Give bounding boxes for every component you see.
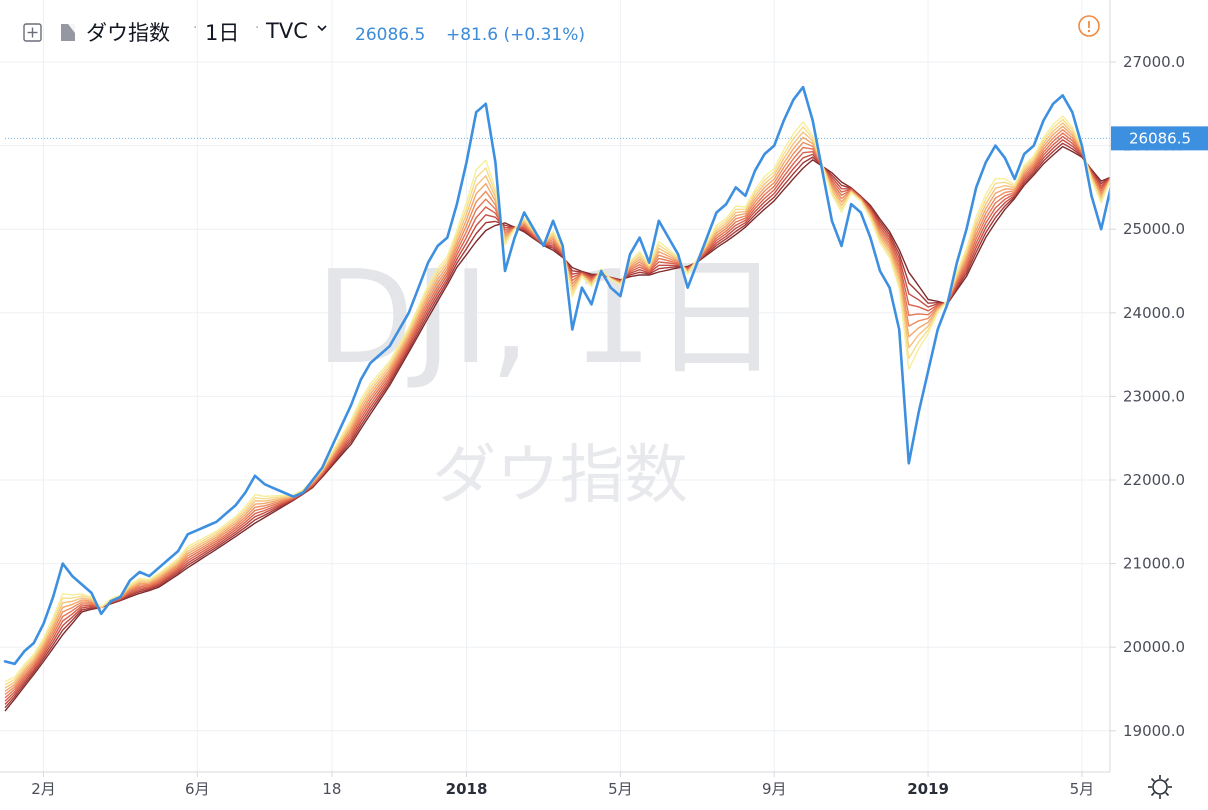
y-tick-label: 22000.0 — [1123, 471, 1185, 489]
ribbon-line-1 — [4, 118, 1131, 686]
header-separator: · — [193, 20, 197, 36]
y-tick-label: 21000.0 — [1123, 555, 1185, 573]
y-tick-label: 24000.0 — [1123, 304, 1185, 322]
grid-layer — [0, 0, 1110, 772]
plus-square-icon[interactable] — [23, 23, 42, 42]
alert-circle-icon[interactable] — [1078, 15, 1100, 37]
exchange-label[interactable]: TVC — [265, 19, 308, 43]
price-line — [3, 85, 1132, 666]
ema-ribbon — [4, 115, 1131, 712]
symbol-name[interactable]: ダウ指数 — [86, 21, 170, 45]
x-tick-label: 5月 — [1070, 780, 1095, 798]
x-tick-label: 5月 — [608, 780, 633, 798]
time-axis[interactable]: 2月 6月 18 2018 5月 9月 2019 5月 — [31, 772, 1094, 798]
price-axis[interactable]: 19000.0 20000.0 21000.0 22000.0 23000.0 24000… — [1110, 53, 1185, 740]
flag-icon — [61, 24, 75, 41]
price-series — [3, 85, 1132, 666]
ribbon-line-5 — [4, 132, 1131, 699]
ribbon-line-3 — [4, 125, 1131, 692]
chart-header: ダウ指数 · 1日 · TVC 26086.5 +81.6 (+0.31%) — [23, 19, 585, 45]
gear-icon[interactable] — [1148, 775, 1172, 799]
x-tick-label: 2018 — [446, 780, 488, 798]
y-tick-label: 23000.0 — [1123, 387, 1185, 405]
y-tick-label: 27000.0 — [1123, 53, 1185, 71]
x-tick-label: 6月 — [185, 780, 210, 798]
time-axis-bg — [0, 772, 1208, 806]
x-tick-label: 2月 — [31, 780, 56, 798]
ribbon-line-6 — [4, 135, 1131, 702]
y-tick-label: 20000.0 — [1123, 638, 1185, 656]
header-price: 26086.5 — [355, 25, 425, 45]
last-price-label: 26086.5 — [1111, 126, 1208, 151]
svg-text:26086.5: 26086.5 — [1129, 129, 1191, 147]
ribbon-line-8 — [4, 142, 1131, 709]
header-change: +81.6 (+0.31%) — [446, 25, 585, 45]
y-tick-label: 25000.0 — [1123, 220, 1185, 238]
interval-label[interactable]: 1日 — [205, 21, 239, 45]
ribbon-line-7 — [4, 139, 1131, 705]
ribbon-line-0 — [4, 115, 1131, 683]
x-tick-label: 2019 — [907, 780, 949, 798]
chevron-down-icon[interactable] — [317, 25, 327, 32]
x-tick-label: 9月 — [762, 780, 787, 798]
watermark-ticker: DJI, 1日 — [316, 244, 781, 393]
ribbon-line-9 — [4, 145, 1131, 712]
ribbon-line-4 — [4, 128, 1131, 696]
ribbon-line-2 — [4, 122, 1131, 689]
header-separator: · — [255, 20, 259, 36]
y-tick-label: 19000.0 — [1123, 722, 1185, 740]
x-tick-label: 18 — [322, 780, 341, 798]
watermark-name: ダウ指数 — [432, 439, 688, 513]
